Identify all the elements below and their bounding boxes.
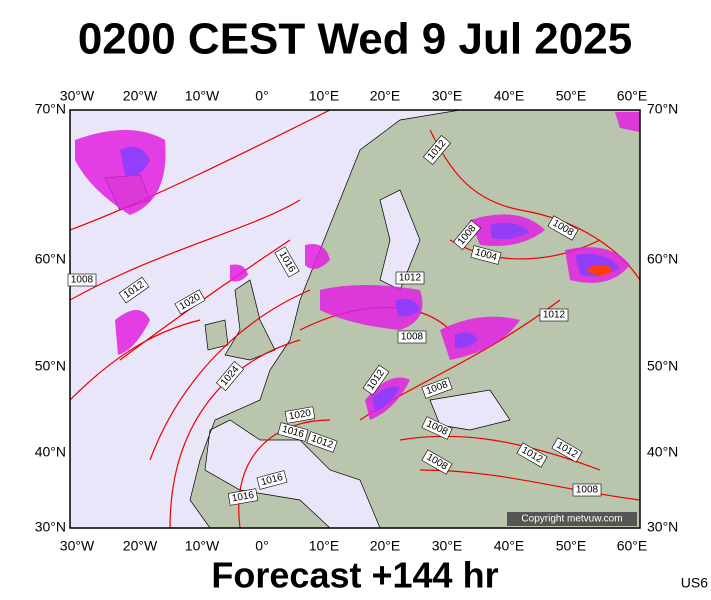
longitude-label: 60°E — [617, 538, 648, 554]
isobar-label-box — [539, 308, 569, 322]
longitude-label: 10°W — [185, 88, 220, 104]
isobar-label: 1008 — [572, 483, 602, 497]
title: 0200 CEST Wed 9 Jul 2025 — [78, 15, 632, 64]
isobar-label-box — [421, 416, 453, 440]
black-sea — [429, 389, 511, 431]
isobar-label-text: 1016 — [231, 490, 255, 505]
longitude-label: 10°W — [185, 538, 220, 554]
latitude-label: 60°N — [35, 251, 66, 267]
isobar-label-box — [306, 431, 338, 453]
map-frame — [69, 109, 641, 529]
isobar-label: 1012 — [539, 308, 569, 322]
copyright-box — [507, 512, 637, 526]
isobar-label: 1004 — [470, 245, 502, 265]
longitude-label: 40°E — [494, 88, 525, 104]
isobar-label: 1016 — [277, 422, 309, 442]
isobar-label: 1008 — [67, 273, 97, 287]
isobar-label-box — [277, 422, 309, 442]
isobar-label-box — [421, 377, 453, 399]
model-label: US6 — [681, 575, 708, 591]
isobar-label: 1020 — [284, 406, 316, 424]
isobar-label-box — [547, 215, 579, 241]
longitude-label: 60°E — [617, 88, 648, 104]
longitude-label: 0° — [255, 538, 268, 554]
isobar-label-box — [274, 246, 300, 278]
isobar-label: 1012 — [395, 271, 425, 285]
copyright: Copyright metvuw.com — [521, 514, 622, 525]
isobar-label-box — [572, 483, 602, 497]
isobar-label-box — [256, 470, 288, 490]
longitude-label: 10°E — [309, 538, 340, 554]
isobar-labels: 1012100810041008101210161012102010081012… — [67, 134, 602, 506]
isobar-label-box — [284, 406, 316, 424]
latitude-label: 70°N — [35, 101, 66, 117]
isobar-label-box — [470, 245, 502, 265]
longitude-label: 20°E — [370, 538, 401, 554]
isobar-label-box — [395, 271, 425, 285]
longitude-label: 20°W — [123, 538, 158, 554]
isobar-label-box — [551, 437, 583, 463]
isobar-label: 1016 — [256, 470, 288, 490]
isobar-label-box — [422, 134, 452, 166]
latitude-label: 40°N — [35, 444, 66, 460]
isobar-label-box — [67, 273, 97, 287]
latitude-label: 40°N — [647, 444, 678, 460]
longitude-label: 30°W — [60, 88, 95, 104]
isobar-label-box — [421, 449, 453, 475]
isobar-label-box — [174, 289, 206, 315]
longitude-label: 50°E — [556, 88, 587, 104]
latitude-label: 50°N — [35, 358, 66, 374]
isobar-label-box — [227, 488, 259, 506]
isobar-label: 1008 — [397, 330, 427, 344]
longitude-label: 10°E — [309, 88, 340, 104]
longitude-label: 50°E — [556, 538, 587, 554]
isobar-label-box — [516, 442, 548, 468]
latitude-label: 70°N — [647, 101, 678, 117]
latitude-label: 30°N — [35, 519, 66, 535]
isobar-label-text: 1020 — [288, 408, 312, 423]
isobar-label-text: 1012 — [543, 310, 566, 321]
longitude-label: 30°W — [60, 538, 95, 554]
latitude-label: 50°N — [647, 358, 678, 374]
forecast-label: Forecast +144 hr — [211, 555, 498, 596]
isobar-label-text: 1008 — [401, 332, 424, 343]
axis-labels: 30°W 30°W 20°W 20°W 10°W 10°W 0° 0° 10°E 10°E 20°E… — [35, 88, 679, 554]
longitude-label: 40°E — [494, 538, 525, 554]
land — [204, 319, 229, 351]
isobar-label-text: 1008 — [576, 485, 599, 496]
isobar-label-box — [452, 219, 482, 251]
precipitation-peak — [588, 265, 612, 275]
longitude-label: 30°E — [432, 88, 463, 104]
isobar-label-text: 1012 — [399, 273, 422, 284]
isobar-label-box — [397, 330, 427, 344]
isobar-label-box — [362, 364, 390, 396]
longitude-label: 0° — [255, 88, 268, 104]
isobar-label-box — [215, 360, 245, 392]
isobar-label-box — [118, 276, 150, 304]
longitude-label: 20°E — [370, 88, 401, 104]
isobar-label-text: 1008 — [71, 275, 94, 286]
isobar-label: 1016 — [227, 488, 259, 506]
latitude-label: 30°N — [647, 519, 678, 535]
latitude-label: 60°N — [647, 251, 678, 267]
precipitation — [75, 112, 640, 420]
longitude-label: 30°E — [432, 538, 463, 554]
longitude-label: 20°W — [123, 88, 158, 104]
